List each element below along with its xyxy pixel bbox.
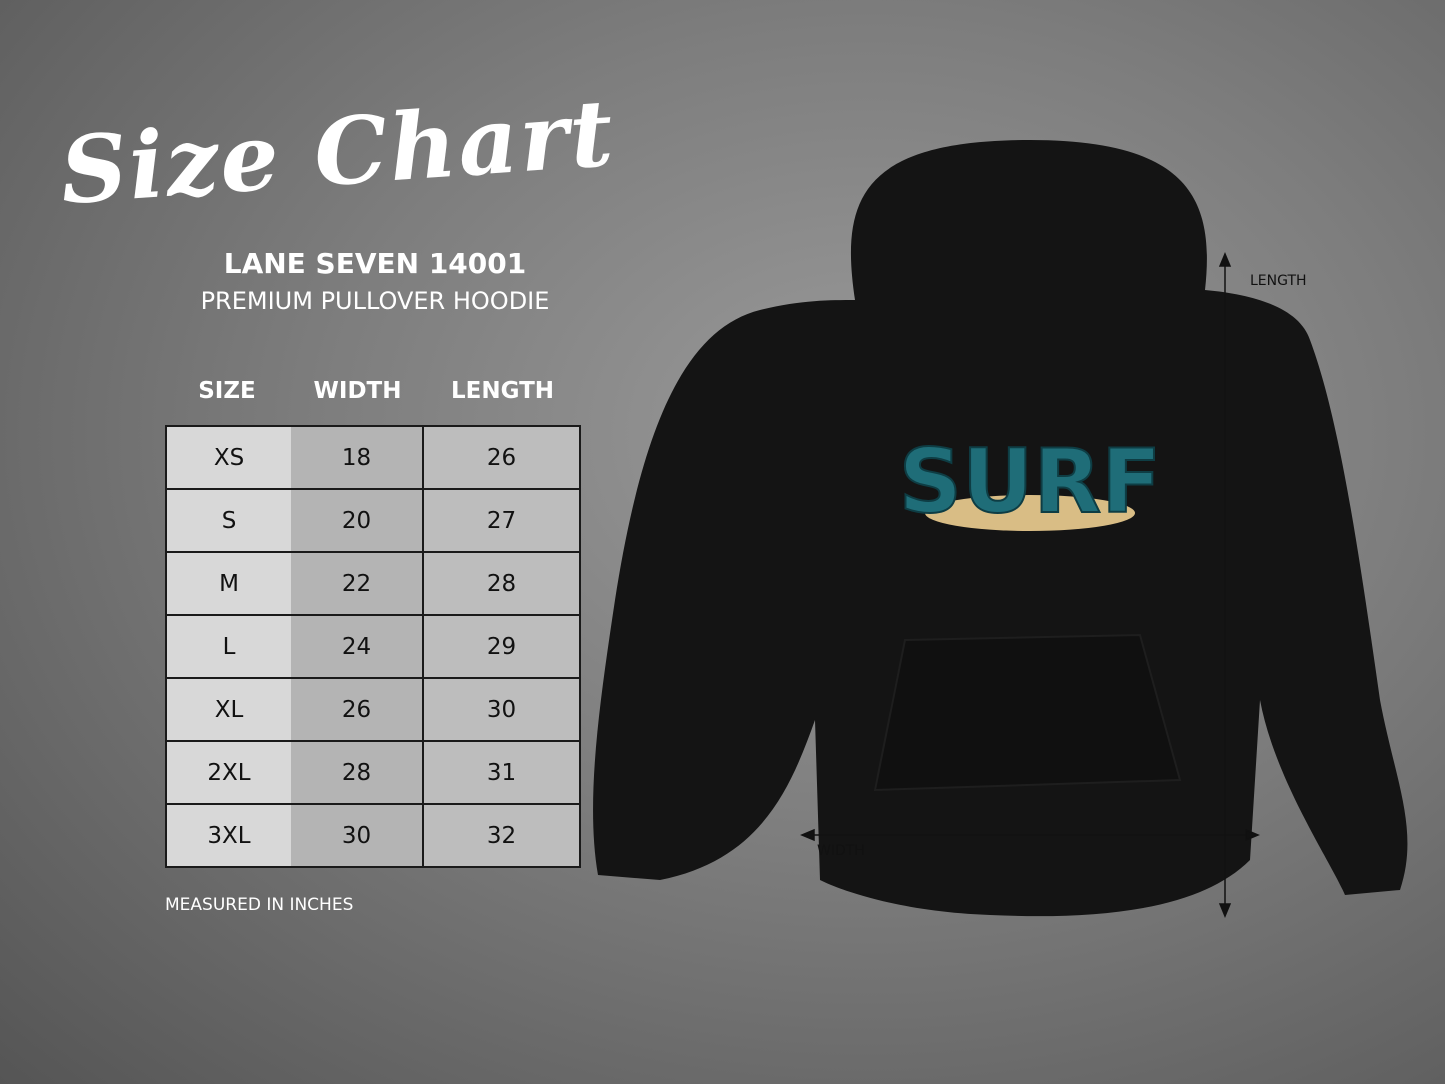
size-cell: 3XL [165, 803, 291, 868]
width-cell: 18 [291, 425, 424, 490]
length-cell: 29 [422, 614, 581, 679]
size-cell: S [165, 488, 291, 553]
surf-print: SURF [898, 429, 1163, 534]
header-width: WIDTH [313, 378, 402, 404]
length-label: LENGTH [1250, 273, 1307, 289]
width-cell: 26 [291, 677, 424, 742]
width-cell: 28 [291, 740, 424, 805]
surf-text: SURF [899, 430, 1162, 533]
size-cell: XL [165, 677, 291, 742]
width-cell: 30 [291, 803, 424, 868]
table-row: S 20 27 [165, 488, 581, 553]
brand-model: LANE SEVEN 14001 [223, 247, 527, 280]
length-cell: 32 [422, 803, 581, 868]
size-cell: L [165, 614, 291, 679]
kangaroo-pocket [873, 633, 1182, 792]
table-row: XS 18 26 [165, 425, 581, 490]
table-row: L 24 29 [165, 614, 581, 679]
length-arrow [1218, 252, 1232, 918]
size-cell: XS [165, 425, 291, 490]
length-cell: 26 [422, 425, 581, 490]
width-cell: 22 [291, 551, 424, 616]
measurement-note: MEASURED IN INCHES [165, 895, 354, 915]
length-cell: 31 [422, 740, 581, 805]
header-length: LENGTH [450, 378, 555, 404]
size-cell: M [165, 551, 291, 616]
width-label: WIDTH [817, 843, 865, 859]
width-cell: 24 [291, 614, 424, 679]
length-cell: 27 [422, 488, 581, 553]
size-table: XS 18 26 S 20 27 M 22 28 L 24 29 XL 26 30 2XL 28 31 3XL 30 3… [165, 425, 581, 868]
size-cell: 2XL [165, 740, 291, 805]
length-cell: 30 [422, 677, 581, 742]
table-row: M 22 28 [165, 551, 581, 616]
width-cell: 20 [291, 488, 424, 553]
width-arrow [800, 828, 1260, 842]
table-row: 3XL 30 32 [165, 803, 581, 868]
product-name: PREMIUM PULLOVER HOODIE [200, 287, 550, 315]
table-row: 2XL 28 31 [165, 740, 581, 805]
length-cell: 28 [422, 551, 581, 616]
table-row: XL 26 30 [165, 677, 581, 742]
header-size: SIZE [198, 378, 256, 404]
